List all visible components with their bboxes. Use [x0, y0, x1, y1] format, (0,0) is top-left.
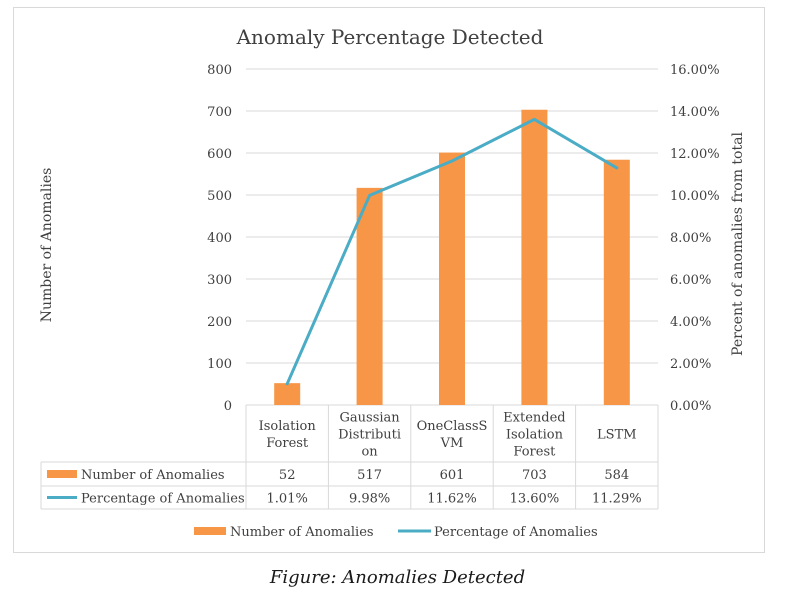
bar-3 [439, 152, 465, 405]
y-tick-label: 400 [207, 231, 232, 246]
table-cell: 601 [440, 468, 465, 483]
y2-tick-label: 6.00% [670, 273, 711, 288]
bar-5 [603, 159, 630, 405]
table-cell: 11.29% [592, 492, 642, 507]
y2-tick-label: 12.00% [670, 147, 720, 162]
table-cell: 517 [357, 468, 382, 483]
chart-frame: Anomaly Percentage Detected 0 100 200 300 400… [13, 7, 765, 553]
table-cell: 1.01% [267, 492, 308, 507]
category-label: on [361, 445, 378, 460]
table-series-name: Percentage of Anomalies [81, 492, 245, 507]
y-tick-label: 700 [207, 105, 232, 120]
category-label: LSTM [597, 428, 637, 443]
bar-4 [521, 109, 548, 406]
bar-1 [274, 383, 301, 405]
y2-tick-label: 16.00% [670, 63, 720, 78]
y-tick-label: 500 [207, 189, 232, 204]
category-label: Forest [513, 445, 556, 460]
table-series-name: Number of Anomalies [81, 468, 225, 483]
category-label: Isolation [506, 428, 564, 443]
y-tick-label: 800 [207, 63, 232, 78]
y2-tick-label: 8.00% [670, 231, 711, 246]
chart-title: Anomaly Percentage Detected [236, 25, 544, 49]
legend-key-bar [194, 527, 226, 535]
y-tick-label: 200 [207, 315, 232, 330]
legend-label-line: Percentage of Anomalies [434, 525, 598, 540]
category-label: Isolation [259, 419, 317, 434]
y-axis-title: Number of Anomalies [39, 168, 55, 323]
table-cell: 584 [604, 468, 629, 483]
y-tick-label: 600 [207, 147, 232, 162]
y-tick-label: 0 [224, 399, 232, 414]
y2-tick-label: 0.00% [670, 399, 711, 414]
table-cell: 703 [522, 468, 547, 483]
figure-caption: Figure: Anomalies Detected [269, 567, 526, 588]
y2-tick-label: 10.00% [670, 189, 720, 204]
bar-2 [356, 187, 383, 405]
table-cell: 9.98% [349, 492, 390, 507]
combo-chart: Anomaly Percentage Detected 0 100 200 300 400… [39, 25, 746, 540]
y2-axis-title: Percent of anomalies from total [730, 132, 746, 356]
category-label: Gaussian [340, 411, 401, 426]
category-label: OneClassS [417, 419, 488, 434]
y-tick-label: 100 [207, 357, 232, 372]
y2-tick-label: 14.00% [670, 105, 720, 120]
y-tick-label: 300 [207, 273, 232, 288]
table-cell: 11.62% [427, 492, 477, 507]
category-label: Forest [266, 436, 309, 451]
category-label: Distributi [338, 428, 401, 443]
y2-tick-label: 2.00% [670, 357, 711, 372]
category-label: Extended [503, 411, 565, 426]
legend-label-bar: Number of Anomalies [230, 525, 374, 540]
category-label: VM [440, 436, 464, 451]
y2-tick-label: 4.00% [670, 315, 711, 330]
table-cell: 13.60% [510, 492, 560, 507]
table-cell: 52 [279, 468, 296, 483]
table-key-bar [47, 470, 77, 478]
